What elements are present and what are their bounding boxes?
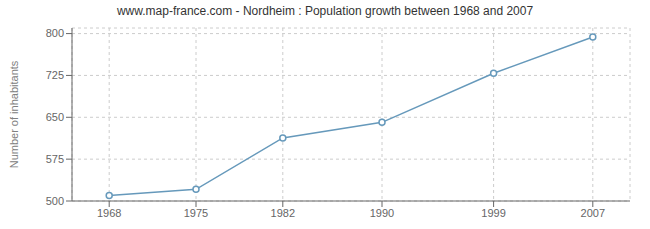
svg-text:Number of inhabitants: Number of inhabitants bbox=[8, 60, 20, 168]
svg-text:500: 500 bbox=[46, 195, 64, 207]
svg-text:1990: 1990 bbox=[370, 207, 394, 219]
svg-text:800: 800 bbox=[46, 27, 64, 39]
svg-text:725: 725 bbox=[46, 69, 64, 81]
svg-text:1999: 1999 bbox=[481, 207, 505, 219]
svg-text:575: 575 bbox=[46, 153, 64, 165]
svg-text:650: 650 bbox=[46, 111, 64, 123]
svg-text:1968: 1968 bbox=[97, 207, 121, 219]
svg-text:1975: 1975 bbox=[184, 207, 208, 219]
svg-text:2007: 2007 bbox=[581, 207, 605, 219]
svg-text:1982: 1982 bbox=[271, 207, 295, 219]
html-text:www.map-france.com - Nordheim: www.map-france.com - Nordheim : Populati… bbox=[116, 4, 534, 18]
